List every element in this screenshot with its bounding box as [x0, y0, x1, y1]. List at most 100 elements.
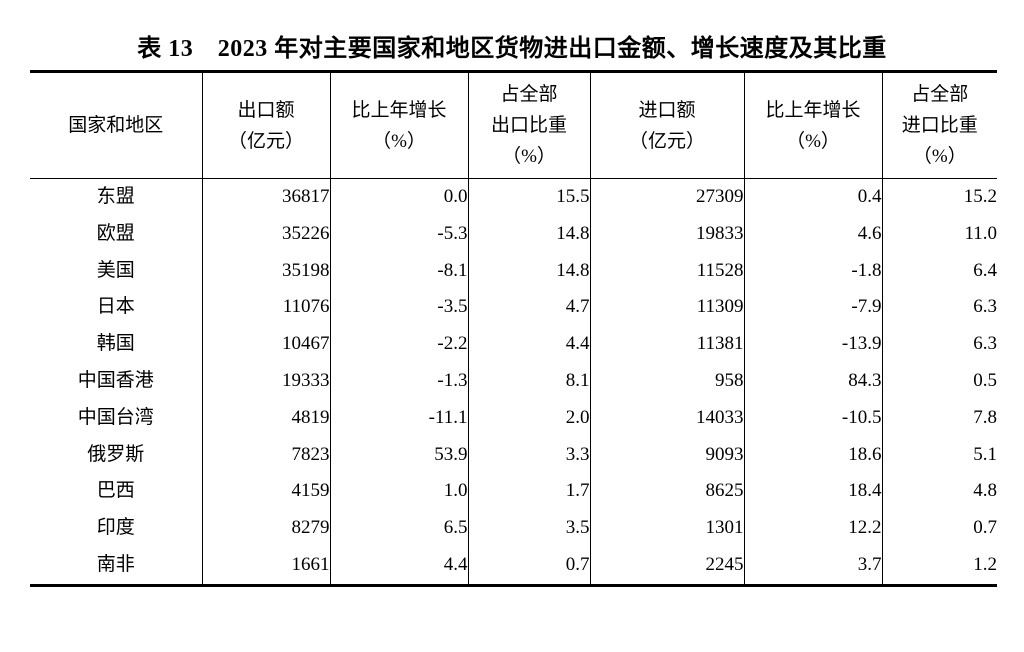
value-cell: 19833 [589, 215, 744, 253]
header-import-growth: 比上年增长 （%） [743, 71, 882, 179]
value-cell: -1.3 [329, 362, 468, 400]
value-cell: -1.8 [743, 252, 882, 290]
value-cell: 12.2 [743, 510, 882, 547]
value-cell: 8625 [589, 473, 744, 511]
value-cell: 6.3 [881, 289, 997, 327]
table-row: 俄罗斯 7823 53.9 3.3 9093 18.6 5.1 [30, 436, 997, 474]
table-row: 东盟 36817 0.0 15.5 27309 0.4 15.2 [30, 178, 997, 216]
value-cell: 4819 [201, 399, 330, 437]
header-row: 国家和地区 出口额 （亿元） 比上年增长 （%） 占全部 出口比重 （%） 进口… [30, 71, 997, 179]
region-cell: 中国台湾 [77, 406, 154, 428]
value-cell: 9093 [589, 436, 744, 474]
region-cell: 美国 [96, 259, 135, 281]
table-body: 东盟 36817 0.0 15.5 27309 0.4 15.2 欧盟 3522… [30, 178, 997, 586]
value-cell: 1661 [201, 546, 330, 586]
region-cell: 巴西 [96, 480, 135, 502]
value-cell: 2.0 [467, 399, 590, 437]
table-row: 韩国 10467 -2.2 4.4 11381 -13.9 6.3 [30, 326, 997, 363]
value-cell: 27309 [589, 178, 744, 216]
header-region: 国家和地区 [30, 71, 202, 179]
value-cell: 15.5 [467, 178, 590, 216]
value-cell: -13.9 [743, 326, 882, 363]
value-cell: 8279 [201, 510, 330, 547]
value-cell: 4.4 [329, 546, 468, 586]
value-cell: 8.1 [467, 362, 590, 400]
value-cell: -10.5 [743, 399, 882, 437]
value-cell: 6.5 [329, 510, 468, 547]
value-cell: 35226 [201, 215, 330, 253]
table-row: 日本 11076 -3.5 4.7 11309 -7.9 6.3 [30, 289, 997, 327]
header-import-share: 占全部 进口比重 （%） [881, 71, 997, 179]
table-row: 南非 1661 4.4 0.7 2245 3.7 1.2 [30, 546, 997, 586]
header-import-amount: 进口额 （亿元） [589, 71, 744, 179]
value-cell: 11381 [589, 326, 744, 363]
value-cell: 14.8 [467, 252, 590, 290]
value-cell: 4.8 [881, 473, 997, 511]
value-cell: 4159 [201, 473, 330, 511]
value-cell: -8.1 [329, 252, 468, 290]
region-cell: 印度 [96, 517, 135, 539]
value-cell: 0.7 [881, 510, 997, 547]
value-cell: 84.3 [743, 362, 882, 400]
value-cell: 4.4 [467, 326, 590, 363]
value-cell: 11076 [201, 289, 330, 327]
value-cell: -7.9 [743, 289, 882, 327]
value-cell: 3.5 [467, 510, 590, 547]
value-cell: 3.7 [743, 546, 882, 586]
region-cell: 欧盟 [96, 222, 135, 244]
value-cell: 19333 [201, 362, 330, 400]
value-cell: 11309 [589, 289, 744, 327]
table-row: 巴西 4159 1.0 1.7 8625 18.4 4.8 [30, 473, 997, 511]
value-cell: 6.3 [881, 326, 997, 363]
region-cell: 南非 [96, 553, 135, 575]
value-cell: -11.1 [329, 399, 468, 437]
region-cell: 日本 [96, 296, 135, 318]
value-cell: 15.2 [881, 178, 997, 216]
value-cell: 0.5 [881, 362, 997, 400]
header-export-amount: 出口额 （亿元） [201, 71, 330, 179]
value-cell: 0.0 [329, 178, 468, 216]
value-cell: 0.7 [467, 546, 590, 586]
value-cell: 1.0 [329, 473, 468, 511]
region-cell: 中国香港 [77, 369, 154, 391]
value-cell: -2.2 [329, 326, 468, 363]
value-cell: 11528 [589, 252, 744, 290]
value-cell: 7.8 [881, 399, 997, 437]
region-cell: 东盟 [96, 186, 135, 207]
table-row: 中国台湾 4819 -11.1 2.0 14033 -10.5 7.8 [30, 399, 997, 437]
table-header: 国家和地区 出口额 （亿元） 比上年增长 （%） 占全部 出口比重 （%） 进口… [30, 71, 997, 179]
value-cell: 1.7 [467, 473, 590, 511]
table-row: 欧盟 35226 -5.3 14.8 19833 4.6 11.0 [30, 215, 997, 253]
value-cell: 958 [589, 362, 744, 400]
value-cell: 1301 [589, 510, 744, 547]
trade-table: 国家和地区 出口额 （亿元） 比上年增长 （%） 占全部 出口比重 （%） 进口… [30, 70, 997, 587]
value-cell: 36817 [201, 178, 330, 216]
value-cell: 5.1 [881, 436, 997, 474]
table-row: 中国香港 19333 -1.3 8.1 958 84.3 0.5 [30, 362, 997, 400]
header-export-growth: 比上年增长 （%） [329, 71, 468, 179]
value-cell: 1.2 [881, 546, 997, 586]
value-cell: 2245 [589, 546, 744, 586]
value-cell: 35198 [201, 252, 330, 290]
region-cell: 韩国 [96, 333, 135, 355]
value-cell: 14033 [589, 399, 744, 437]
table-row: 印度 8279 6.5 3.5 1301 12.2 0.7 [30, 510, 997, 547]
value-cell: 4.6 [743, 215, 882, 253]
value-cell: 6.4 [881, 252, 997, 290]
table-title: 表 13 2023 年对主要国家和地区货物进出口金额、增长速度及其比重 [137, 36, 887, 62]
value-cell: 10467 [201, 326, 330, 363]
value-cell: 18.4 [743, 473, 882, 511]
value-cell: 7823 [201, 436, 330, 474]
value-cell: 0.4 [743, 178, 882, 216]
region-cell: 俄罗斯 [87, 443, 145, 465]
value-cell: -3.5 [329, 289, 468, 327]
value-cell: 4.7 [467, 289, 590, 327]
table-row: 美国 35198 -8.1 14.8 11528 -1.8 6.4 [30, 252, 997, 290]
header-export-share: 占全部 出口比重 （%） [467, 71, 590, 179]
value-cell: 14.8 [467, 215, 590, 253]
value-cell: 11.0 [881, 215, 997, 253]
value-cell: -5.3 [329, 215, 468, 253]
value-cell: 18.6 [743, 436, 882, 474]
document-page: 表 13 2023 年对主要国家和地区货物进出口金额、增长速度及其比重 国家和地… [0, 28, 1024, 652]
value-cell: 53.9 [329, 436, 468, 474]
